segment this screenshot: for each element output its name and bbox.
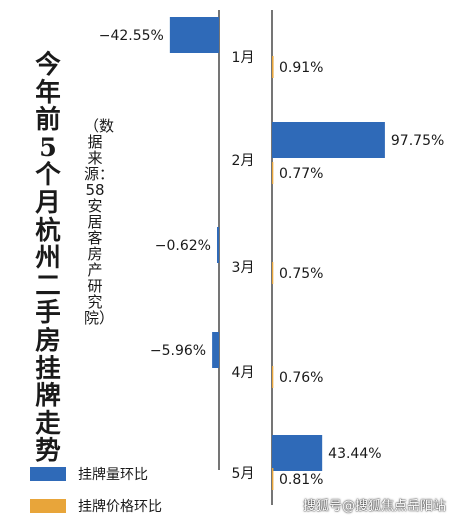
legend-swatch-listing <box>30 467 66 481</box>
legend-item-price: 挂牌价格环比 <box>30 495 162 517</box>
data-label-listing-5: 43.44% <box>328 446 381 462</box>
chart-title: 今年前5个月杭州二手房挂牌走势 <box>35 50 61 467</box>
bar-price-2 <box>272 162 274 184</box>
month-label-4: 4月 <box>232 365 255 381</box>
legend-item-listing: 挂牌量环比 <box>30 463 148 485</box>
month-label-3: 3月 <box>232 260 255 276</box>
bar-price-4 <box>272 366 274 388</box>
legend-label-listing: 挂牌量环比 <box>78 467 148 483</box>
data-label-listing-4: −5.96% <box>150 343 206 359</box>
data-label-price-3: 0.75% <box>279 266 323 282</box>
data-label-listing-3: −0.62% <box>155 238 211 254</box>
legend-swatch-price <box>30 499 66 513</box>
month-label-2: 2月 <box>232 153 255 169</box>
watermark: 搜狐号@搜狐焦点岳阳站 <box>302 499 446 514</box>
data-label-price-2: 0.77% <box>279 166 323 182</box>
bar-listing-3 <box>217 227 219 263</box>
bar-listing-2 <box>272 122 385 158</box>
data-label-price-5: 0.81% <box>279 472 323 488</box>
bar-price-1 <box>272 56 274 78</box>
bar-listing-4 <box>212 332 219 368</box>
bar-price-5 <box>272 468 274 490</box>
month-label-1: 1月 <box>232 50 255 66</box>
data-label-listing-2: 97.75% <box>391 133 444 149</box>
bar-price-3 <box>272 262 274 284</box>
data-label-price-1: 0.91% <box>279 60 323 76</box>
month-label-5: 5月 <box>232 466 255 482</box>
data-label-price-4: 0.76% <box>279 370 323 386</box>
data-label-listing-1: −42.55% <box>99 28 164 44</box>
bar-listing-5 <box>272 435 323 471</box>
bar-listing-1 <box>169 17 219 53</box>
legend-label-price: 挂牌价格环比 <box>78 499 162 515</box>
